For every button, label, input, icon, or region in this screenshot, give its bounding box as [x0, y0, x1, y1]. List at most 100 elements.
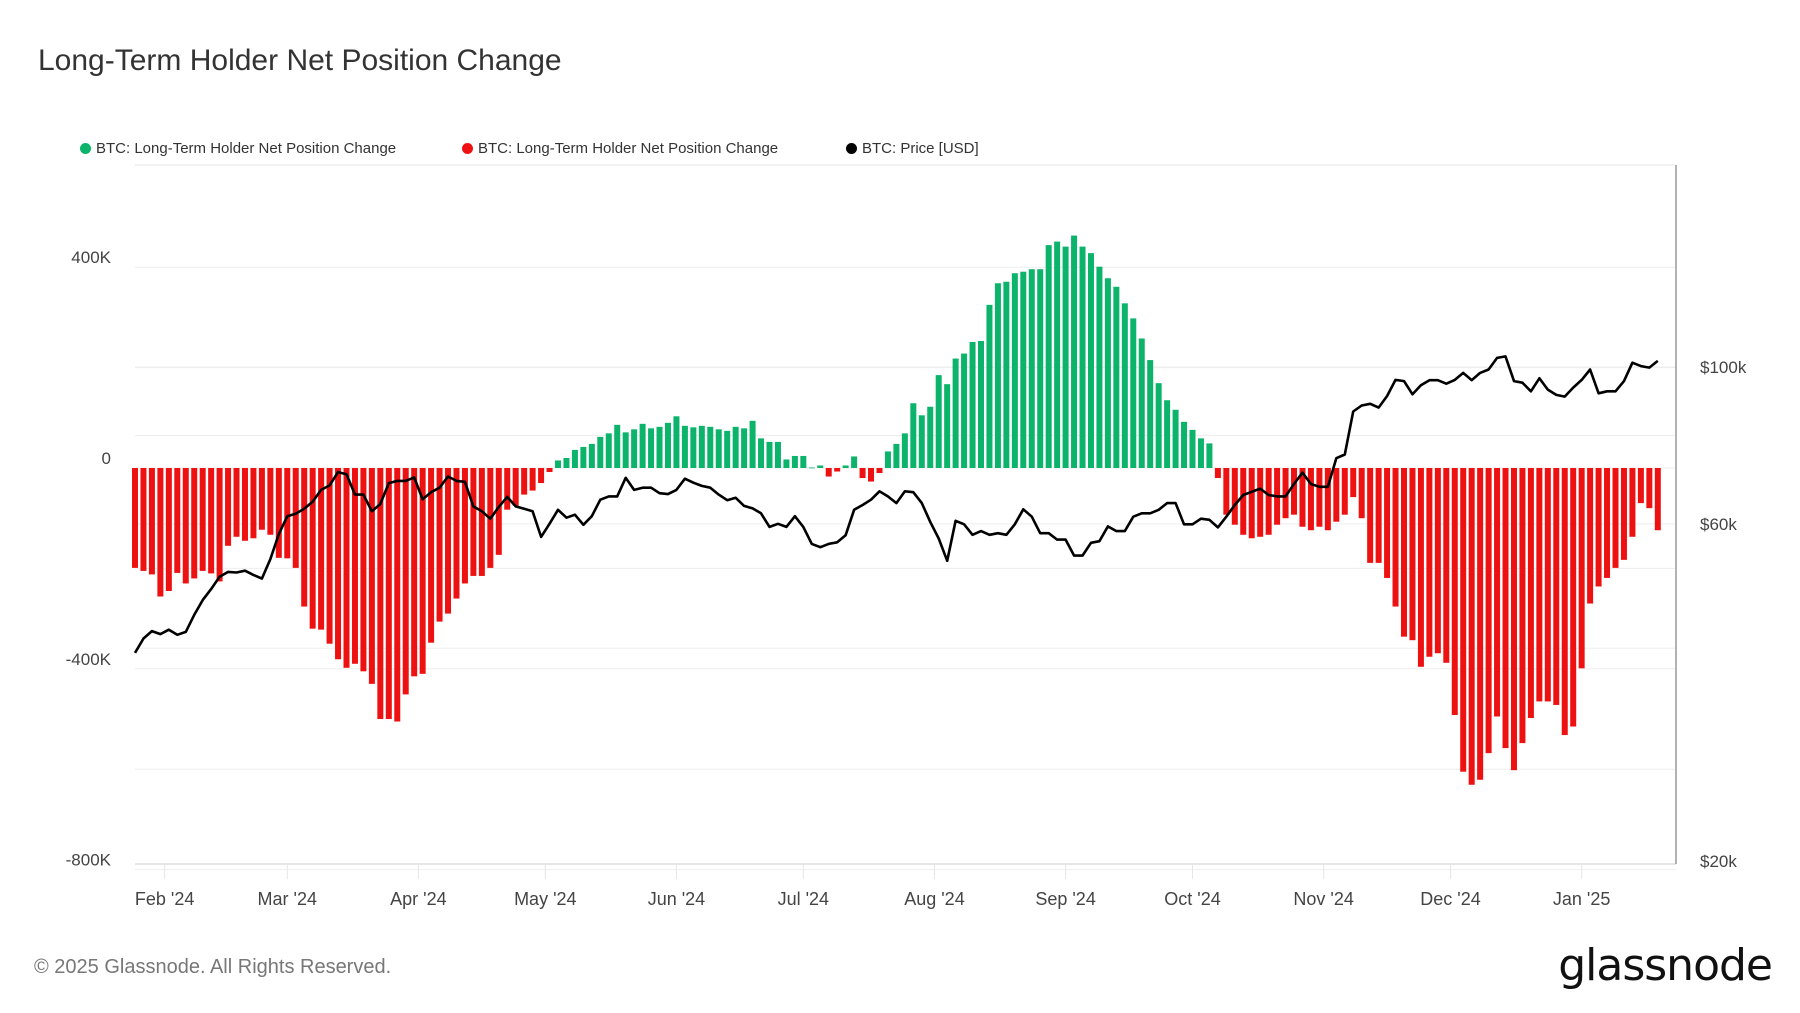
chart-title: Long-Term Holder Net Position Change [38, 44, 562, 77]
bar-negative [326, 468, 333, 644]
bar-negative [1460, 468, 1467, 772]
bar-negative [1544, 468, 1551, 702]
y-left-tick-label: -800K [66, 851, 112, 870]
bar-negative [461, 468, 468, 584]
bar-positive [986, 304, 993, 468]
bar-negative [191, 468, 198, 579]
bar-positive [580, 446, 587, 468]
bar-negative [1527, 468, 1534, 718]
bar-positive [1071, 235, 1078, 468]
bar-negative [241, 468, 248, 541]
bar-positive [1045, 245, 1052, 468]
bar-positive [563, 457, 570, 468]
bar-positive [1028, 269, 1035, 468]
bar-positive [707, 426, 714, 468]
bar-negative [1477, 468, 1484, 780]
bar-positive [901, 433, 908, 468]
bar-negative [1257, 468, 1264, 537]
bar-positive [910, 403, 917, 468]
bar-negative [470, 468, 477, 576]
bar-negative [267, 468, 274, 535]
bar-negative [868, 468, 875, 482]
bars [132, 235, 1661, 785]
bar-negative [1426, 468, 1433, 657]
bar-negative [208, 468, 215, 574]
bar-negative [1392, 468, 1399, 607]
bar-positive [588, 443, 595, 468]
green-dot-icon [80, 143, 91, 154]
bar-positive [1054, 241, 1061, 468]
bar-positive [1079, 246, 1086, 468]
bar-positive [656, 426, 663, 468]
bar-positive [605, 433, 612, 468]
x-tick-label: Nov '24 [1293, 889, 1353, 909]
bar-positive [597, 436, 604, 468]
bar-positive [732, 426, 739, 468]
bar-negative [351, 468, 358, 664]
x-tick-label: Aug '24 [904, 889, 965, 909]
bar-negative [1324, 468, 1331, 531]
bar-positive [791, 455, 798, 468]
bar-negative [309, 468, 316, 629]
bar-negative [174, 468, 181, 573]
bar-positive [664, 422, 671, 468]
bar-negative [859, 468, 866, 479]
bar-positive [639, 423, 646, 468]
bar-positive [1104, 278, 1111, 468]
legend-label: BTC: Long-Term Holder Net Position Chang… [478, 140, 779, 157]
bar-positive [842, 465, 849, 468]
bar-negative [132, 468, 138, 568]
bar-negative [1434, 468, 1441, 654]
bar-negative [318, 468, 325, 630]
bar-negative [360, 468, 367, 672]
bar-negative [385, 468, 392, 719]
bar-negative [1223, 468, 1230, 515]
bar-positive [1096, 266, 1103, 468]
bar-negative [1375, 468, 1382, 563]
legend-item-lth-negative[interactable]: BTC: Long-Term Holder Net Position Chang… [462, 140, 778, 157]
y-right-tick-label: $100k [1700, 358, 1747, 377]
bar-negative [1231, 468, 1238, 525]
bar-negative [529, 468, 536, 491]
bar-negative [436, 468, 443, 622]
glassnode-logo[interactable]: glassnode [1558, 940, 1773, 991]
bar-negative [1401, 468, 1407, 637]
x-tick-label: Jan '25 [1553, 889, 1610, 909]
bar-negative [368, 468, 375, 684]
x-tick-label: Feb '24 [135, 889, 194, 909]
bar-negative [1333, 468, 1340, 522]
y-left-tick-label: 0 [102, 449, 111, 468]
black-dot-icon [846, 143, 857, 154]
bar-positive [1062, 246, 1069, 468]
axes: 400K 0 -400K -800K $100k $60k $20k Feb '24 Mar '… [66, 165, 1747, 909]
red-dot-icon [462, 143, 473, 154]
bar-negative [157, 468, 164, 597]
price-series [133, 355, 1659, 654]
legend-item-lth-positive[interactable]: BTC: Long-Term Holder Net Position Chang… [80, 140, 396, 157]
bar-negative [1316, 468, 1323, 527]
bar-negative [1595, 468, 1602, 587]
bar-positive [927, 406, 934, 468]
bar-negative [1561, 468, 1568, 736]
bar-positive [978, 340, 984, 468]
bar-positive [1181, 421, 1188, 468]
bar-negative [343, 468, 350, 668]
bar-positive [1011, 273, 1018, 468]
bar-negative [394, 468, 401, 722]
bar-negative [165, 468, 172, 591]
copyright: © 2025 Glassnode. All Rights Reserved. [34, 956, 392, 978]
legend-item-price[interactable]: BTC: Price [USD] [846, 140, 979, 157]
bar-positive [1121, 303, 1128, 468]
bar-negative [301, 468, 308, 607]
bar-negative [140, 468, 147, 571]
bar-positive [952, 358, 959, 468]
bar-negative [284, 468, 291, 559]
bar-positive [1138, 338, 1145, 468]
bar-negative [825, 468, 832, 477]
x-tick-label: Oct '24 [1164, 889, 1220, 909]
x-tick-label: Dec '24 [1420, 889, 1480, 909]
bar-negative [1646, 468, 1653, 509]
bar-negative [233, 468, 240, 537]
bar-negative [1654, 468, 1661, 531]
bar-negative [1629, 468, 1636, 537]
